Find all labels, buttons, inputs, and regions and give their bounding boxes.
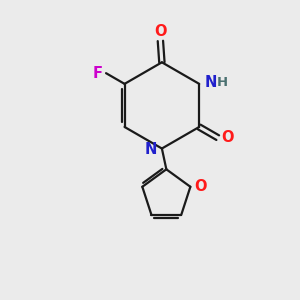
- Text: O: O: [154, 23, 167, 38]
- Text: N: N: [205, 75, 217, 90]
- Text: O: O: [221, 130, 234, 145]
- Text: F: F: [92, 66, 103, 81]
- Text: N: N: [144, 142, 157, 157]
- Text: H: H: [217, 76, 228, 89]
- Text: O: O: [194, 179, 206, 194]
